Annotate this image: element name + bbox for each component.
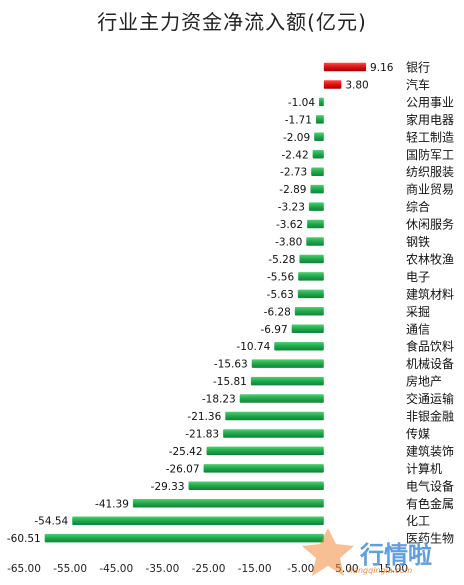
bar-综合	[308, 202, 324, 211]
bar-有色金属	[132, 499, 324, 508]
category-label: 采掘	[406, 304, 430, 319]
bar-休闲服务	[307, 219, 324, 229]
bar-交通运输	[239, 394, 324, 403]
watermark-text: 行情啦	[360, 541, 432, 569]
category-label: 休闲服务	[406, 217, 454, 232]
bar-传媒	[223, 429, 324, 438]
bar-银行	[323, 62, 367, 72]
category-label: 计算机	[406, 461, 442, 476]
category-label: 电子	[406, 270, 430, 284]
value-label: -54.54	[34, 516, 68, 528]
value-label: -21.36	[187, 411, 221, 423]
category-label: 电气设备	[406, 478, 454, 493]
x-tick-label: -5.00	[287, 563, 314, 575]
bar-非银金融	[225, 411, 324, 421]
bar-农林牧渔	[299, 254, 324, 264]
x-tick-label: -25.00	[192, 563, 226, 575]
category-label: 非银金融	[406, 409, 454, 424]
value-label: -6.97	[260, 324, 287, 336]
bar-电气设备	[188, 481, 324, 491]
category-label: 交通运输	[406, 391, 454, 406]
value-label: -60.51	[7, 533, 41, 545]
value-label: -41.39	[95, 498, 129, 510]
bar-钢铁	[306, 237, 324, 246]
x-tick-label: -55.00	[53, 563, 87, 575]
value-label: -3.62	[276, 219, 303, 231]
category-label: 纺织服装	[406, 165, 454, 179]
value-label: -1.71	[285, 114, 312, 126]
category-label: 医药生物	[406, 532, 454, 546]
value-label: 3.80	[345, 79, 368, 91]
value-label: -21.83	[185, 428, 219, 440]
value-label: -25.42	[169, 446, 203, 458]
x-tick-label: -15.00	[238, 563, 272, 575]
category-label: 公用事业	[406, 95, 454, 109]
bar-计算机	[203, 464, 324, 473]
x-tick-label: -35.00	[145, 563, 179, 575]
value-label: -2.89	[279, 184, 306, 196]
bar-家用电器	[315, 115, 324, 124]
bar-电子	[298, 272, 324, 281]
bar-纺织服装	[311, 167, 324, 176]
bar-汽车	[323, 80, 342, 89]
value-label: -18.23	[202, 394, 236, 406]
bar-化工	[72, 516, 324, 525]
bar-轻工制造	[314, 132, 324, 142]
bar-建筑材料	[297, 289, 324, 299]
bar-食品饮料	[274, 341, 324, 351]
category-label: 家用电器	[406, 112, 454, 127]
chart-title: 行业主力资金净流入额(亿元)	[97, 10, 367, 34]
value-label: -1.04	[288, 97, 315, 109]
value-label: -5.56	[267, 271, 294, 283]
value-label: -10.74	[236, 341, 270, 353]
bar-采掘	[294, 307, 324, 316]
category-label: 银行	[406, 61, 430, 75]
category-label: 房地产	[406, 374, 442, 389]
value-label: -26.07	[166, 463, 200, 475]
category-label: 有色金属	[406, 496, 454, 511]
bar-公用事业	[319, 97, 324, 107]
value-label: -3.80	[275, 237, 302, 249]
x-tick-label: 15.00	[378, 563, 408, 575]
bar-通信	[291, 324, 324, 333]
value-label: -15.81	[213, 376, 247, 388]
watermark-logo	[302, 528, 354, 576]
category-label: 农林牧渔	[406, 252, 454, 266]
value-label: -5.63	[267, 289, 294, 301]
category-label: 商业贸易	[406, 182, 454, 197]
value-label: -15.63	[214, 359, 248, 371]
category-label: 传媒	[406, 426, 430, 441]
bar-商业贸易	[310, 184, 324, 194]
value-label: 9.16	[370, 62, 394, 74]
watermark-url: hangqingla.com	[348, 566, 413, 575]
x-tick-label: -65.00	[7, 563, 41, 575]
category-label: 建筑材料	[406, 286, 454, 301]
bar-医药生物	[44, 533, 324, 543]
value-label: -6.28	[264, 306, 291, 318]
value-label: -29.33	[151, 481, 185, 493]
x-tick-label: -45.00	[99, 563, 133, 575]
category-label: 汽车	[406, 77, 430, 92]
category-label: 国防军工	[406, 147, 454, 162]
category-label: 轻工制造	[406, 130, 454, 144]
category-label: 化工	[406, 514, 430, 528]
category-label: 通信	[406, 322, 430, 336]
bar-国防军工	[312, 150, 324, 159]
value-label: -2.42	[281, 149, 308, 161]
bar-建筑装饰	[206, 446, 324, 456]
value-label: -2.73	[280, 167, 307, 179]
category-label: 建筑装饰	[406, 443, 454, 458]
category-label: 综合	[406, 199, 430, 214]
category-label: 食品饮料	[406, 339, 454, 354]
category-label: 机械设备	[406, 356, 454, 371]
value-label: -2.09	[283, 132, 310, 144]
bar-房地产	[250, 376, 324, 386]
value-label: -5.28	[268, 254, 295, 266]
value-label: -3.23	[278, 202, 305, 214]
bar-机械设备	[251, 359, 324, 368]
category-label: 钢铁	[406, 235, 430, 249]
